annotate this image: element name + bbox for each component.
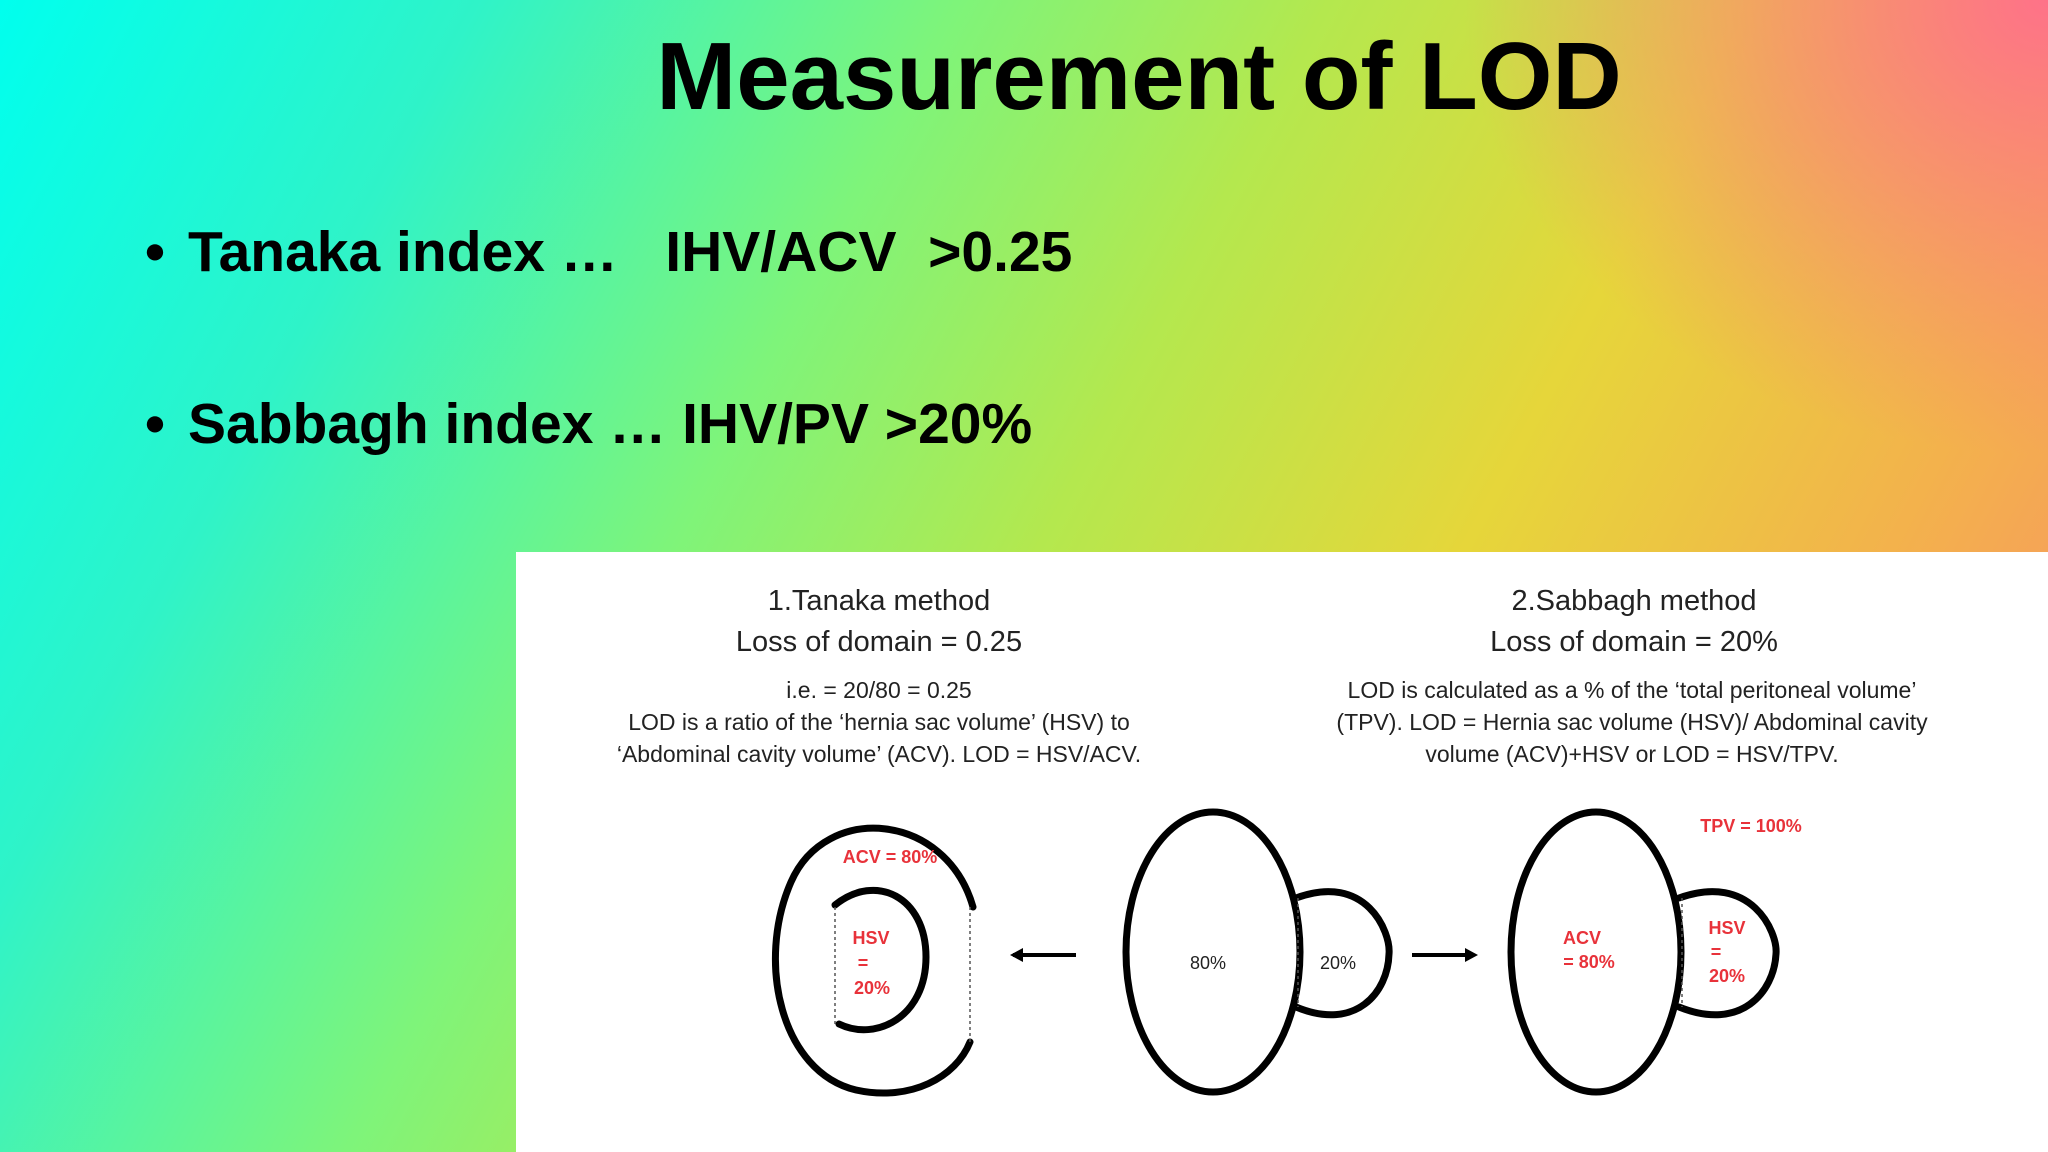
tanaka-hsv-label-2: = <box>858 953 869 973</box>
bullet-dot-icon: • <box>145 220 165 284</box>
tanaka-hsv-label-1: HSV <box>852 928 889 948</box>
tanaka-hsv-label-3: 20% <box>854 978 890 998</box>
middle-hernia-sac-outline <box>1292 888 1393 1019</box>
tanaka-line-2: LOD is a ratio of the ‘hernia sac volume… <box>628 709 1130 735</box>
bullet-sabbagh-index: • Sabbagh index … IHV/PV >20% <box>145 394 1072 454</box>
lod-methods-figure: 1.Tanaka method Loss of domain = 0.25 i.… <box>516 552 2048 1152</box>
lod-diagram: 1.Tanaka method Loss of domain = 0.25 i.… <box>617 585 1928 1097</box>
sabbagh-hsv-label-3: 20% <box>1709 966 1745 986</box>
sabbagh-heading: 2.Sabbagh method <box>1511 585 1756 617</box>
sabbagh-acv-label-1: ACV <box>1563 928 1601 948</box>
sabbagh-line-1: LOD is calculated as a % of the ‘total p… <box>1348 677 1917 703</box>
sabbagh-line-3: volume (ACV)+HSV or LOD = HSV/TPV. <box>1425 741 1838 767</box>
tanaka-result: Loss of domain = 0.25 <box>736 626 1022 658</box>
tanaka-acv-label: ACV = 80% <box>843 847 938 867</box>
bullet-text: Tanaka index … IHV/ACV >0.25 <box>188 220 1073 284</box>
bullet-tanaka-index: • Tanaka index … IHV/ACV >0.25 <box>145 222 1072 282</box>
tanaka-line-1: i.e. = 20/80 = 0.25 <box>786 677 971 703</box>
sabbagh-hernia-sac-outline <box>1675 888 1780 1019</box>
sabbagh-line-2: (TPV). LOD = Hernia sac volume (HSV)/ Ab… <box>1336 709 1928 735</box>
slide-title: Measurement of LOD <box>656 23 1622 130</box>
bullet-list: • Tanaka index … IHV/ACV >0.25 • Sabbagh i… <box>145 222 1072 454</box>
bullet-dot-icon: • <box>145 392 165 456</box>
middle-cavity-outline <box>1122 808 1304 1096</box>
sabbagh-tpv-label: TPV = 100% <box>1700 816 1802 836</box>
sabbagh-acv-label-2: = 80% <box>1563 952 1615 972</box>
sabbagh-hsv-label-1: HSV <box>1708 918 1745 938</box>
middle-right-percent: 20% <box>1320 953 1356 973</box>
tanaka-abdominal-cavity-outline <box>771 824 977 1097</box>
sabbagh-result: Loss of domain = 20% <box>1490 626 1778 658</box>
bullet-text: Sabbagh index … IHV/PV >20% <box>188 392 1033 456</box>
middle-left-percent: 80% <box>1190 953 1226 973</box>
sabbagh-cavity-outline <box>1507 808 1685 1096</box>
middle-diagram: 80% 20% <box>1122 808 1393 1096</box>
sabbagh-diagram: TPV = 100% ACV = 80% HSV = 20% <box>1507 808 1802 1096</box>
left-arrow-icon <box>1010 948 1076 962</box>
tanaka-hernia-sac-outline <box>831 886 930 1034</box>
right-arrow-icon <box>1412 948 1478 962</box>
tanaka-heading: 1.Tanaka method <box>768 585 990 617</box>
tanaka-line-3: ‘Abdominal cavity volume’ (ACV). LOD = H… <box>617 741 1141 767</box>
sabbagh-hsv-label-2: = <box>1711 942 1722 962</box>
tanaka-diagram: ACV = 80% HSV = 20% <box>771 824 977 1097</box>
